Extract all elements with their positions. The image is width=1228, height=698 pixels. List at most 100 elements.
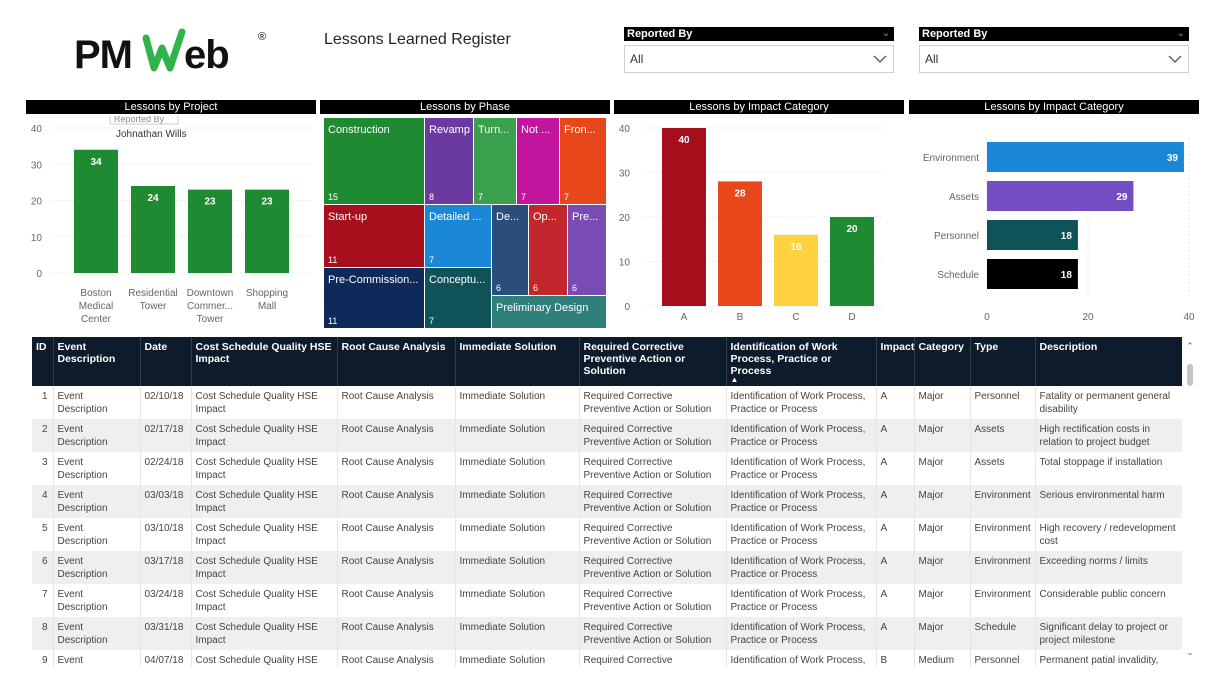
table-cell: Environment — [970, 551, 1036, 584]
table-cell: Root Cause Analysis — [337, 650, 456, 667]
slicer-reported-by-1[interactable]: Reported By ⌄ All — [624, 27, 894, 77]
column-header-label: Cost Schedule Quality HSE Impact — [195, 341, 332, 365]
scroll-down-icon[interactable]: ⌄ — [1186, 647, 1194, 657]
treemap-label: Revamp — [429, 124, 470, 136]
treemap-label: Not ... — [521, 124, 550, 136]
table-cell: Required Corrective Preventive Action or… — [579, 650, 727, 667]
chevron-down-icon[interactable] — [1168, 46, 1182, 72]
column-header[interactable]: Date — [140, 337, 192, 386]
y-tick-label: 30 — [619, 169, 631, 180]
scrollbar-thumb[interactable] — [1187, 364, 1193, 386]
table-cell: 4 — [32, 485, 54, 518]
column-header[interactable]: Type — [970, 337, 1036, 386]
x-tick-label: Center — [81, 314, 112, 325]
slicer-dropdown[interactable]: All — [624, 45, 894, 73]
data-label: 20 — [846, 224, 858, 235]
bar — [245, 189, 289, 273]
table-row[interactable]: 1 Event Description 02/10/18 Cost Schedule … — [32, 386, 1182, 419]
column-header-label: Impact — [880, 341, 915, 353]
treemap-label: Pre... — [572, 211, 598, 223]
column-header[interactable]: Root Cause Analysis — [337, 337, 456, 386]
table-row[interactable]: 8 Event Description 03/31/18 Cost Schedule … — [32, 617, 1182, 650]
table-cell: Identification of Work Process, Practice… — [726, 485, 877, 518]
table-cell: Required Corrective Preventive Action or… — [579, 485, 727, 518]
x-tick-label: Downtown — [187, 288, 234, 299]
column-header-label: Date — [144, 341, 168, 353]
table-cell: Major — [914, 419, 971, 452]
table-cell: Personnel — [970, 386, 1036, 419]
table-cell: Required Corrective Preventive Action or… — [579, 617, 727, 650]
table-row[interactable]: 6 Event Description 03/17/18 Cost Schedule … — [32, 551, 1182, 584]
treemap-value: 7 — [564, 192, 569, 202]
data-label: 18 — [1061, 231, 1073, 242]
table-cell: 8 — [32, 617, 54, 650]
table-cell: Considerable public concern — [1035, 584, 1182, 617]
table-cell: A — [876, 419, 915, 452]
table-cell: Immediate Solution — [455, 584, 580, 617]
table-cell: Event Description — [53, 419, 141, 452]
data-label: 16 — [790, 242, 802, 253]
slicer-label: Reported By — [627, 28, 693, 40]
y-tick-label: 40 — [619, 124, 631, 135]
column-header-label: Required Corrective Preventive Action or… — [583, 341, 686, 377]
table-cell: 9 — [32, 650, 54, 667]
table-cell: Immediate Solution — [455, 650, 580, 667]
table-cell: Total stoppage if installation — [1035, 452, 1182, 485]
table-row[interactable]: 3 Event Description 02/24/18 Cost Schedule … — [32, 452, 1182, 485]
chevron-down-icon[interactable]: ⌄ — [1176, 28, 1185, 39]
y-tick-label: 20 — [619, 213, 631, 224]
bar — [774, 234, 818, 306]
y-tick-label: 0 — [624, 302, 630, 313]
table-cell: 03/31/18 — [140, 617, 192, 650]
column-header[interactable]: Event Description — [53, 337, 141, 386]
y-tick-label: Environment — [923, 153, 979, 164]
table-scrollbar[interactable]: ⌃ ⌄ — [1184, 340, 1196, 658]
treemap-value: 8 — [429, 192, 434, 202]
slicer-dropdown[interactable]: All — [919, 45, 1189, 73]
chevron-down-icon[interactable]: ⌄ — [881, 28, 890, 39]
column-header[interactable]: ID — [32, 337, 54, 386]
table-cell: Cost Schedule Quality HSE Impact — [191, 386, 338, 419]
table-cell: Required Corrective Preventive Action or… — [579, 518, 727, 551]
chart-lessons-by-phase[interactable]: Construction 15 Revamp 8 Turn... 7 Not ... 7 Fro… — [324, 118, 606, 328]
column-header[interactable]: Description — [1035, 337, 1182, 386]
table-cell: Identification of Work Process, Practice… — [726, 551, 877, 584]
chevron-down-icon[interactable] — [873, 46, 887, 72]
column-header-label: Root Cause Analysis — [341, 341, 446, 353]
slicer-reported-by-2[interactable]: Reported By ⌄ All — [919, 27, 1189, 77]
sort-ascending-icon[interactable]: ▲ — [730, 375, 739, 384]
table-cell: Event Description — [53, 551, 141, 584]
chart-title-by-project: Lessons by Project — [26, 100, 316, 114]
column-header[interactable]: Identification of Work Process, Practice… — [726, 337, 877, 386]
table-cell: Major — [914, 452, 971, 485]
table-row[interactable]: 7 Event Description 03/24/18 Cost Schedule … — [32, 584, 1182, 617]
chart-lessons-by-impact-category[interactable]: 0 20 40 39 Environment 29 Assets 18 Personnel 18 S… — [909, 116, 1209, 330]
table-cell: Root Cause Analysis — [337, 452, 456, 485]
column-header[interactable]: Immediate Solution — [455, 337, 580, 386]
x-tick-label: 20 — [1082, 312, 1094, 323]
lessons-table[interactable]: ID Event Description Date Cost Schedule Qua… — [32, 337, 1182, 667]
scroll-up-icon[interactable]: ⌃ — [1186, 341, 1194, 351]
x-tick-label: Residential — [128, 288, 177, 299]
chart-lessons-by-impact[interactable]: 0 10 20 30 40 40 A 28 B 16 C 20 D — [614, 116, 906, 330]
column-header[interactable]: Required Corrective Preventive Action or… — [579, 337, 727, 386]
column-header[interactable]: Impact — [876, 337, 915, 386]
table-cell: Personnel — [970, 650, 1036, 667]
column-header[interactable]: Cost Schedule Quality HSE Impact — [191, 337, 338, 386]
column-header[interactable]: Category — [914, 337, 971, 386]
table-cell: Event Description — [53, 485, 141, 518]
chart-lessons-by-project[interactable]: 0 10 20 30 40 34 Boston Medical Center 24 Resident… — [26, 116, 318, 330]
treemap-label: Detailed ... — [429, 211, 482, 223]
table-cell: A — [876, 584, 915, 617]
table-cell: 5 — [32, 518, 54, 551]
tooltip-box — [109, 116, 179, 125]
table-cell: Root Cause Analysis — [337, 584, 456, 617]
table-row[interactable]: 2 Event Description 02/17/18 Cost Schedule … — [32, 419, 1182, 452]
table-row[interactable]: 5 Event Description 03/10/18 Cost Schedule … — [32, 518, 1182, 551]
x-tick-label: 40 — [1183, 312, 1195, 323]
table-cell: Cost Schedule Quality HSE Impact — [191, 650, 338, 667]
table-row[interactable]: 4 Event Description 03/03/18 Cost Schedule … — [32, 485, 1182, 518]
table-cell: Major — [914, 551, 971, 584]
table-cell: Environment — [970, 584, 1036, 617]
